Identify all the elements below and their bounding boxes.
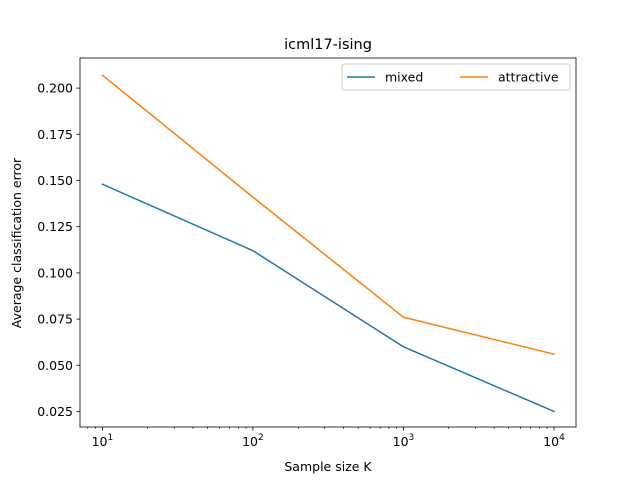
legend <box>341 63 571 91</box>
data-point-attractive <box>252 196 254 198</box>
data-point-attractive <box>101 74 104 76</box>
axes-frame <box>79 57 577 428</box>
y-axis-label: Average classification error <box>9 157 24 328</box>
y-tick-label: 0.125 <box>37 219 73 234</box>
series-line-attractive <box>101 74 555 355</box>
legend-label-attractive: attractive <box>498 70 559 85</box>
x-tick-label: 104 <box>543 433 565 449</box>
data-point-mixed <box>252 249 254 252</box>
chart-title: icml17-ising <box>284 37 372 53</box>
y-tick-label: 0.150 <box>37 173 73 188</box>
x-tick-label: 103 <box>393 433 415 449</box>
y-tick-label: 0.100 <box>37 265 73 280</box>
data-point-attractive <box>553 353 555 355</box>
y-tick-label: 0.175 <box>37 127 73 142</box>
legend-label-mixed: mixed <box>385 70 423 85</box>
y-tick-label: 0.025 <box>37 404 73 419</box>
y-tick-label: 0.075 <box>37 312 73 327</box>
x-tick-label: 102 <box>242 433 264 449</box>
x-axis-label: Sample size K <box>284 459 372 474</box>
series-line-mixed <box>102 183 555 413</box>
y-tick-label: 0.050 <box>37 358 73 373</box>
data-point-mixed <box>553 410 555 413</box>
data-point-mixed <box>101 183 104 186</box>
data-point-mixed <box>402 346 405 348</box>
x-tick-label: 101 <box>92 433 114 449</box>
y-tick-label: 0.200 <box>37 81 73 96</box>
plot-area: 101 102 103 104 0.025 0.050 0.075 0.100 0.125 0.1… <box>37 57 577 449</box>
data-point-attractive <box>402 316 405 319</box>
